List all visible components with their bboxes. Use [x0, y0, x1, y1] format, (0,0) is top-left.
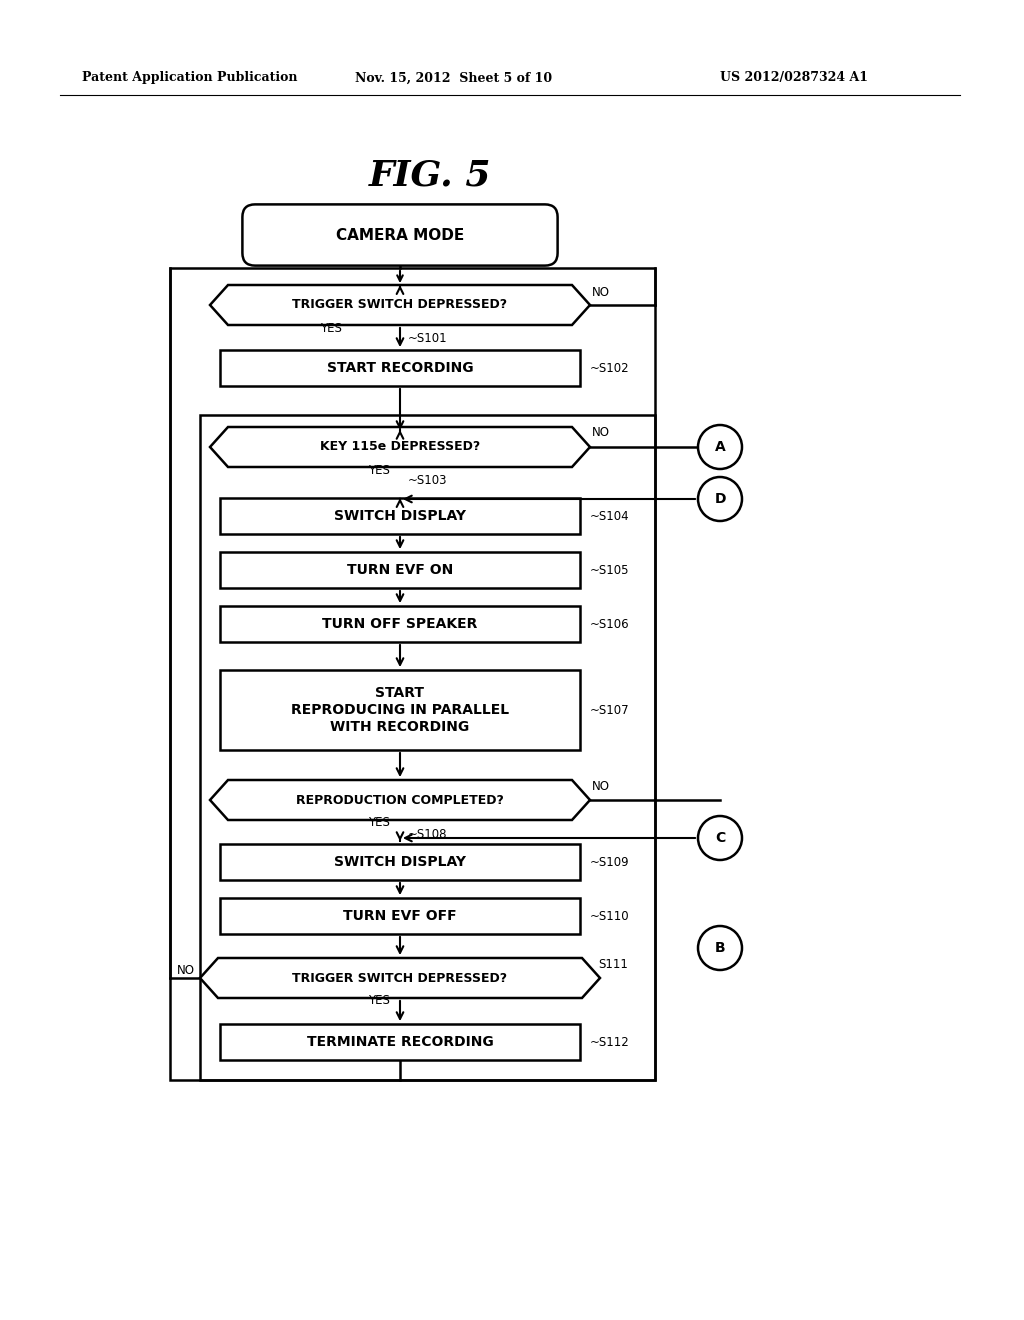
- Text: FIG. 5: FIG. 5: [369, 158, 492, 191]
- Bar: [200, 414, 655, 1080]
- Bar: [220, 552, 580, 587]
- Text: TURN OFF SPEAKER: TURN OFF SPEAKER: [323, 616, 477, 631]
- FancyBboxPatch shape: [243, 205, 558, 265]
- Text: Nov. 15, 2012  Sheet 5 of 10: Nov. 15, 2012 Sheet 5 of 10: [355, 71, 552, 84]
- Circle shape: [698, 477, 742, 521]
- Text: ~S108: ~S108: [408, 828, 447, 841]
- Bar: [220, 606, 580, 642]
- Text: YES: YES: [368, 463, 390, 477]
- Text: ~S107: ~S107: [590, 704, 630, 717]
- Text: S111: S111: [598, 957, 628, 970]
- Text: B: B: [715, 941, 725, 954]
- Bar: [220, 898, 580, 935]
- Text: REPRODUCTION COMPLETED?: REPRODUCTION COMPLETED?: [296, 793, 504, 807]
- Text: NO: NO: [592, 780, 610, 792]
- Text: START
REPRODUCING IN PARALLEL
WITH RECORDING: START REPRODUCING IN PARALLEL WITH RECOR…: [291, 685, 509, 734]
- Text: YES: YES: [321, 322, 342, 334]
- Text: START RECORDING: START RECORDING: [327, 360, 473, 375]
- Bar: [220, 843, 580, 880]
- Text: NO: NO: [592, 426, 610, 440]
- Text: ~S110: ~S110: [590, 909, 630, 923]
- Text: CAMERA MODE: CAMERA MODE: [336, 227, 464, 243]
- Polygon shape: [210, 285, 590, 325]
- Text: C: C: [715, 832, 725, 845]
- Text: TRIGGER SWITCH DEPRESSED?: TRIGGER SWITCH DEPRESSED?: [293, 298, 508, 312]
- Text: ~S105: ~S105: [590, 564, 630, 577]
- Text: TURN EVF ON: TURN EVF ON: [347, 564, 454, 577]
- Circle shape: [698, 927, 742, 970]
- Bar: [220, 350, 580, 385]
- Bar: [220, 671, 580, 750]
- Text: TERMINATE RECORDING: TERMINATE RECORDING: [306, 1035, 494, 1049]
- Text: D: D: [715, 492, 726, 506]
- Text: ~S109: ~S109: [590, 855, 630, 869]
- Text: SWITCH DISPLAY: SWITCH DISPLAY: [334, 510, 466, 523]
- Circle shape: [698, 816, 742, 861]
- Text: ~S102: ~S102: [590, 362, 630, 375]
- Text: TURN EVF OFF: TURN EVF OFF: [343, 909, 457, 923]
- Polygon shape: [200, 958, 600, 998]
- Text: A: A: [715, 440, 725, 454]
- Text: US 2012/0287324 A1: US 2012/0287324 A1: [720, 71, 868, 84]
- Text: ~S112: ~S112: [590, 1035, 630, 1048]
- Bar: [220, 498, 580, 535]
- Text: NO: NO: [177, 964, 195, 977]
- Text: ~S104: ~S104: [590, 510, 630, 523]
- Text: ~S106: ~S106: [590, 618, 630, 631]
- Text: KEY 115e DEPRESSED?: KEY 115e DEPRESSED?: [319, 441, 480, 454]
- Text: ~S103: ~S103: [408, 474, 447, 487]
- Text: Patent Application Publication: Patent Application Publication: [82, 71, 298, 84]
- Circle shape: [698, 425, 742, 469]
- Text: ~S101: ~S101: [408, 333, 447, 346]
- Polygon shape: [210, 426, 590, 467]
- Text: SWITCH DISPLAY: SWITCH DISPLAY: [334, 855, 466, 869]
- Text: YES: YES: [368, 994, 390, 1007]
- Text: TRIGGER SWITCH DEPRESSED?: TRIGGER SWITCH DEPRESSED?: [293, 972, 508, 985]
- Bar: [170, 268, 655, 1080]
- Text: NO: NO: [592, 286, 610, 300]
- Text: YES: YES: [368, 817, 390, 829]
- Bar: [220, 1024, 580, 1060]
- Polygon shape: [210, 780, 590, 820]
